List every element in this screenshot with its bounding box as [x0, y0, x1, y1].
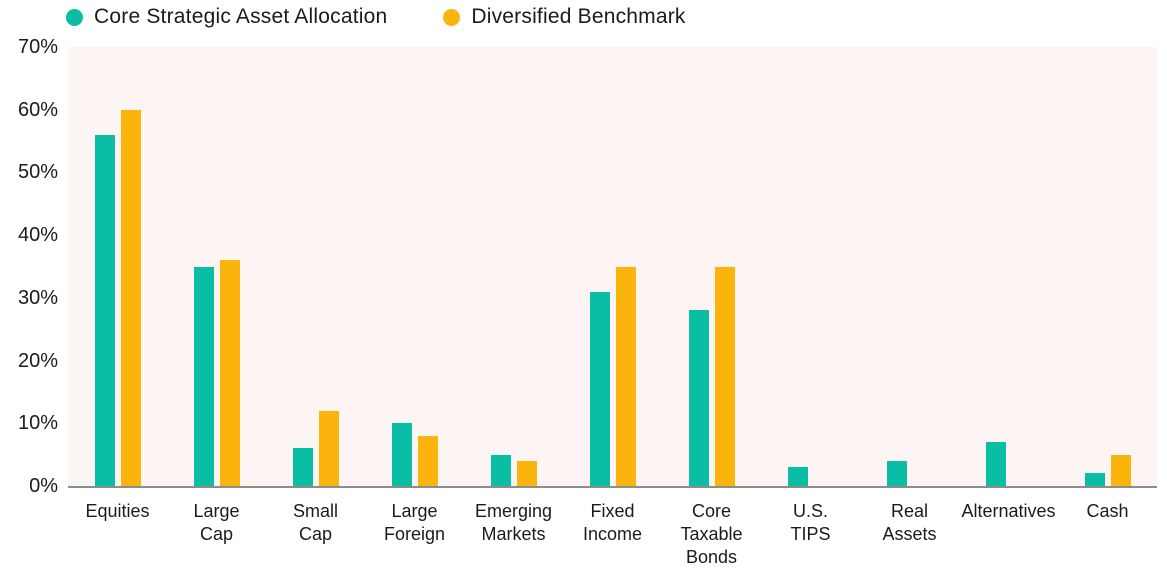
bar-group	[464, 47, 563, 486]
core-allocation-bar	[94, 134, 115, 486]
y-axis-tick-label: 20%	[17, 349, 58, 372]
bar-group	[365, 47, 464, 486]
y-axis-tick-label: 60%	[17, 98, 58, 121]
benchmark-bar	[219, 260, 240, 486]
benchmark-bar	[417, 435, 438, 486]
y-axis-tick-label: 40%	[17, 224, 58, 247]
bar-group	[167, 47, 266, 486]
legend-dot-benchmark-icon	[443, 8, 461, 26]
x-axis-category-label: Large Foreign	[383, 501, 446, 544]
y-axis-tick-label: 70%	[17, 36, 58, 58]
bar-group	[662, 47, 761, 486]
x-axis-category-label: Equities	[85, 501, 150, 521]
x-axis-category-labels: Equities Large Cap Small Cap Large Foreign E…	[68, 500, 1157, 569]
core-allocation-bar	[589, 291, 610, 486]
legend-dot-core-icon	[66, 8, 83, 26]
x-axis-category-label: Small Cap	[292, 501, 338, 544]
x-axis-category-label: Cash	[1086, 501, 1129, 521]
benchmark-bar	[615, 266, 636, 486]
core-allocation-bar	[490, 454, 511, 486]
x-axis-category-label: Emerging Markets	[474, 501, 553, 544]
benchmark-bar	[1110, 454, 1131, 486]
x-axis-category-label: Alternatives	[961, 501, 1056, 521]
bar-group	[563, 47, 662, 486]
y-axis-tick-label: 50%	[17, 161, 58, 184]
core-allocation-bar	[886, 460, 907, 486]
core-allocation-bar	[787, 467, 808, 486]
benchmark-bar	[714, 266, 735, 486]
x-axis-category-label: Large Cap	[193, 501, 240, 544]
core-allocation-bar	[391, 423, 412, 486]
bar-group	[68, 47, 167, 486]
core-allocation-bar	[292, 448, 313, 486]
x-axis-category-label: Real Assets	[882, 501, 937, 544]
chart-legend: Core Strategic Asset Allocation Diversif…	[66, 5, 686, 29]
legend-item-core: Core Strategic Asset Allocation	[66, 5, 387, 29]
benchmark-bar	[120, 109, 141, 486]
core-allocation-bar	[193, 266, 214, 486]
legend-item-benchmark: Diversified Benchmark	[443, 5, 685, 29]
x-axis-category-label: U.S. TIPS	[790, 501, 831, 544]
core-allocation-bar	[985, 442, 1006, 486]
y-axis-tick-label: 30%	[17, 286, 58, 309]
bar-group	[266, 47, 365, 486]
benchmark-bar	[318, 410, 339, 486]
bar-group	[761, 47, 860, 486]
y-axis-tick-label: 10%	[17, 412, 58, 435]
x-axis-category-label: Core Taxable Bonds	[680, 501, 743, 567]
plot-area	[68, 47, 1157, 488]
x-axis-category-label: Fixed Income	[582, 501, 643, 544]
y-axis-tick-label: 0%	[29, 475, 58, 497]
benchmark-bar	[516, 460, 537, 486]
core-allocation-bar	[1084, 473, 1105, 486]
core-allocation-bar	[688, 310, 709, 486]
bar-group	[1058, 47, 1157, 486]
bar-group	[860, 47, 959, 486]
bar-group	[959, 47, 1058, 486]
legend-label-benchmark: Diversified Benchmark	[471, 5, 686, 28]
legend-label-core: Core Strategic Asset Allocation	[94, 5, 388, 28]
bar-groups	[68, 47, 1157, 486]
